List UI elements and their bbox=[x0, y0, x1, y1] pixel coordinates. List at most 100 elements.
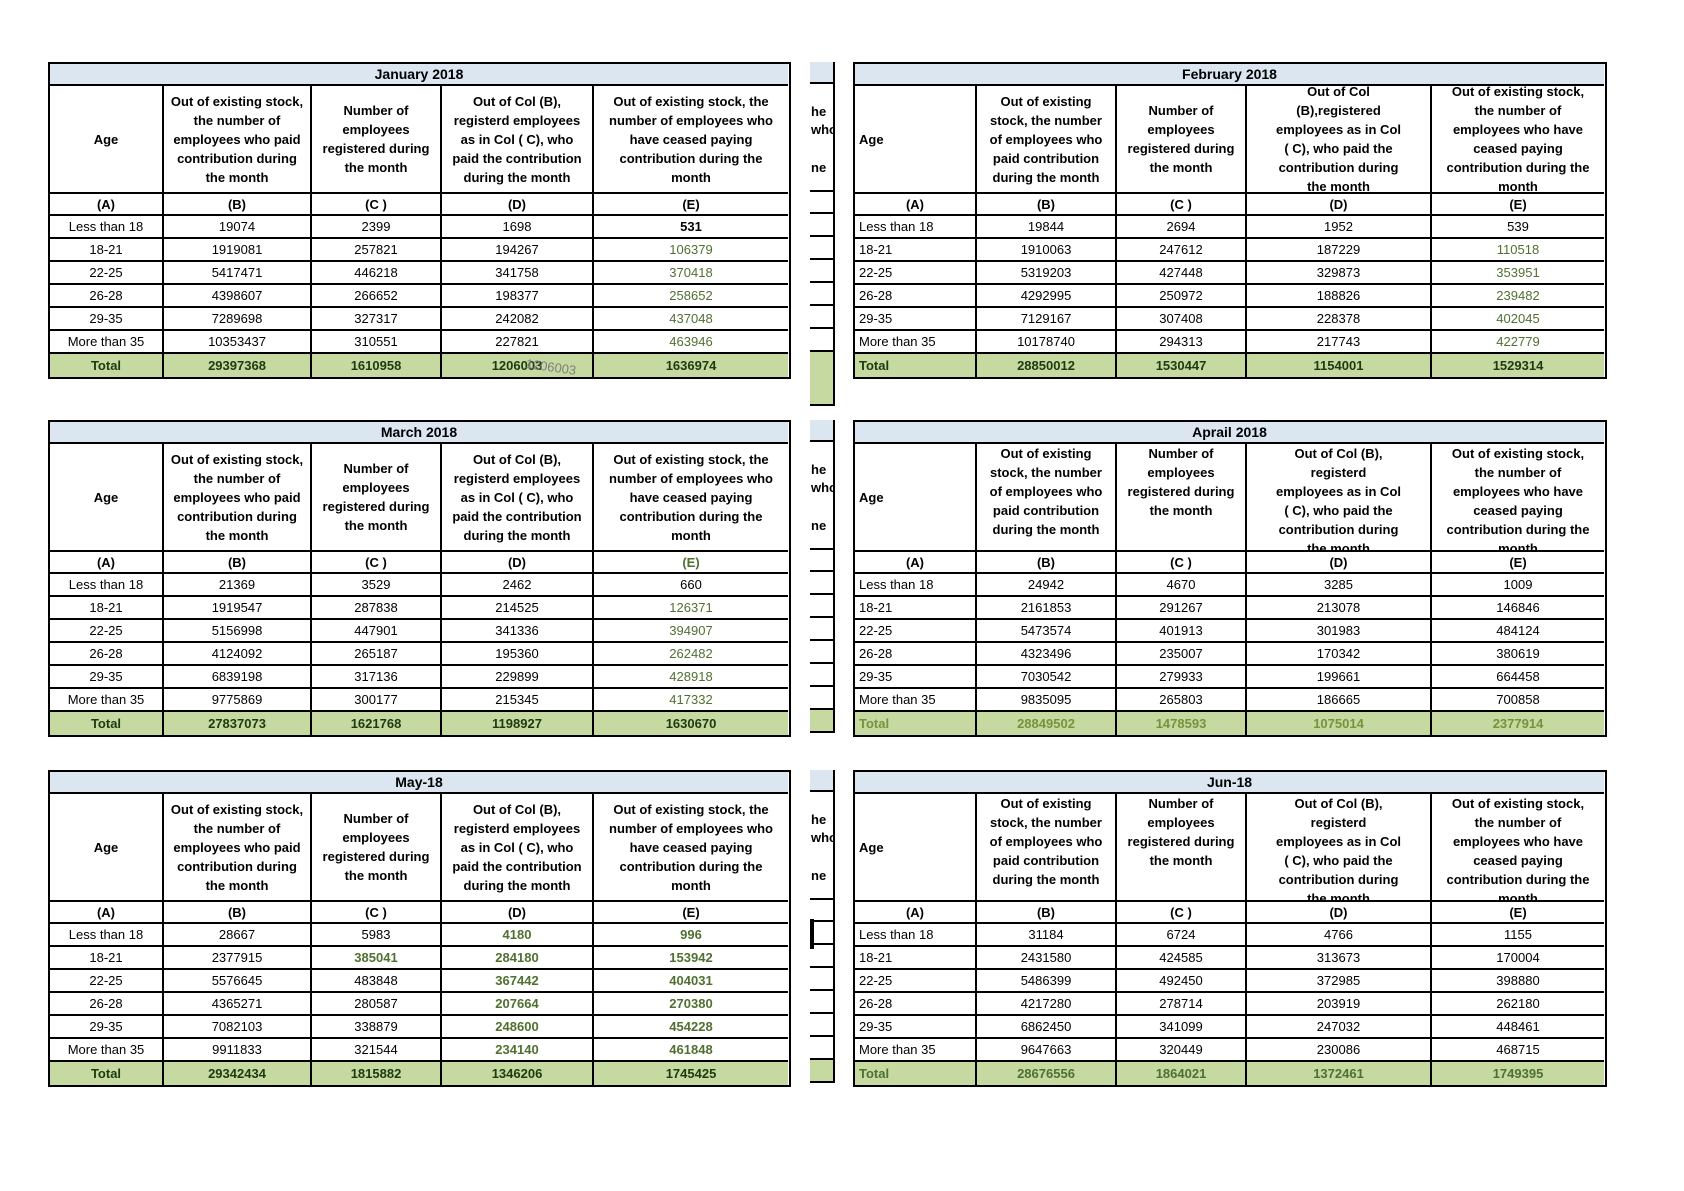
col-letter-C: (C ) bbox=[1117, 902, 1247, 924]
col-letter-B: (B) bbox=[164, 902, 312, 924]
age-label: 22-25 bbox=[855, 620, 977, 643]
value-cell: 353951 bbox=[1432, 262, 1604, 285]
total-value: 1075014 bbox=[1247, 712, 1432, 735]
strip-total-cell bbox=[810, 710, 833, 733]
total-label: Total bbox=[50, 1062, 164, 1085]
value-cell: 228378 bbox=[1247, 308, 1432, 331]
strip-fragment: he who ne bbox=[810, 420, 835, 733]
value-cell: 4217280 bbox=[977, 993, 1117, 1016]
value-cell: 199661 bbox=[1247, 666, 1432, 689]
value-cell: 234140 bbox=[442, 1039, 594, 1062]
header-c-text: Number of employees registered during th… bbox=[1127, 446, 1235, 518]
header-c: Number of employees registered during th… bbox=[312, 444, 442, 552]
value-cell: 539 bbox=[1432, 216, 1604, 239]
header-e-text: Out of existing stock, the number of emp… bbox=[609, 93, 773, 185]
value-cell: 394907 bbox=[594, 620, 788, 643]
value-cell: 4292995 bbox=[977, 285, 1117, 308]
value-cell: 153942 bbox=[594, 947, 788, 970]
value-cell: 380619 bbox=[1432, 643, 1604, 666]
total-value: 1529314 bbox=[1432, 354, 1604, 377]
value-cell: 446218 bbox=[312, 262, 442, 285]
value-cell: 262180 bbox=[1432, 993, 1604, 1016]
strip-text-fragment: who bbox=[811, 830, 833, 845]
value-cell: 186665 bbox=[1247, 689, 1432, 712]
header-b-text: Out of existing stock, the number of emp… bbox=[989, 93, 1103, 185]
value-cell: 3285 bbox=[1247, 574, 1432, 597]
value-cell: 492450 bbox=[1117, 970, 1247, 993]
header-d: Out of Col (B),registered employees as i… bbox=[1247, 86, 1432, 194]
total-value: 2377914 bbox=[1432, 712, 1604, 735]
strip-title-cell bbox=[810, 420, 833, 442]
total-value: 1636974 bbox=[594, 354, 788, 377]
age-label: 29-35 bbox=[855, 666, 977, 689]
table-title: March 2018 bbox=[50, 422, 788, 444]
col-letter-A: (A) bbox=[855, 902, 977, 924]
col-letter-E: (E) bbox=[594, 552, 788, 574]
col-letter-B: (B) bbox=[977, 902, 1117, 924]
table-may-18: May-18 Age Out of existing stock, the numb… bbox=[48, 770, 791, 1087]
age-label: 22-25 bbox=[50, 970, 164, 993]
header-d-text: Out of Col (B), registerd employees as i… bbox=[1276, 796, 1401, 902]
header-d: Out of Col (B), registerd employees as i… bbox=[442, 794, 594, 902]
header-c: Number of employees registered during th… bbox=[312, 86, 442, 194]
header-c-text: Number of employees registered during th… bbox=[322, 811, 430, 883]
value-cell: 194267 bbox=[442, 239, 594, 262]
value-cell: 402045 bbox=[1432, 308, 1604, 331]
value-cell: 6724 bbox=[1117, 924, 1247, 947]
strip-data-cell bbox=[810, 968, 833, 991]
table-title-text: January 2018 bbox=[374, 65, 464, 82]
header-c-text: Number of employees registered during th… bbox=[322, 103, 430, 175]
age-label: 26-28 bbox=[855, 643, 977, 666]
value-cell: 214525 bbox=[442, 597, 594, 620]
value-cell: 213078 bbox=[1247, 597, 1432, 620]
age-label: 22-25 bbox=[50, 620, 164, 643]
col-letter-A: (A) bbox=[50, 902, 164, 924]
total-value: 27837073 bbox=[164, 712, 312, 735]
header-e: Out of existing stock, the number of emp… bbox=[594, 794, 788, 902]
strip-data-cell bbox=[810, 329, 833, 352]
value-cell: 317136 bbox=[312, 666, 442, 689]
border-fragment bbox=[810, 919, 814, 949]
age-label: More than 35 bbox=[50, 331, 164, 354]
value-cell: 195360 bbox=[442, 643, 594, 666]
value-cell: 320449 bbox=[1117, 1039, 1247, 1062]
strip-text-fragment: ne bbox=[811, 160, 827, 175]
value-cell: 4180 bbox=[442, 924, 594, 947]
strip-data-cell bbox=[810, 237, 833, 260]
table-title-text: February 2018 bbox=[1182, 65, 1277, 82]
strip-data-cell bbox=[810, 945, 833, 968]
value-cell: 9835095 bbox=[977, 689, 1117, 712]
value-cell: 198377 bbox=[442, 285, 594, 308]
value-cell: 28667 bbox=[164, 924, 312, 947]
age-label: 18-21 bbox=[855, 947, 977, 970]
total-value: 29342434 bbox=[164, 1062, 312, 1085]
table-title-text: Aprail 2018 bbox=[1192, 423, 1267, 440]
value-cell: 229899 bbox=[442, 666, 594, 689]
value-cell: 398880 bbox=[1432, 970, 1604, 993]
value-cell: 126371 bbox=[594, 597, 788, 620]
strip-data-cell bbox=[810, 618, 833, 641]
col-letter-A: (A) bbox=[855, 552, 977, 574]
value-cell: 5486399 bbox=[977, 970, 1117, 993]
table-title: February 2018 bbox=[855, 64, 1604, 86]
col-letter-B: (B) bbox=[164, 552, 312, 574]
header-d: Out of Col (B), registerd employees as i… bbox=[1247, 794, 1432, 902]
header-e: Out of existing stock, the number of emp… bbox=[594, 86, 788, 194]
header-age: Age bbox=[855, 794, 977, 902]
age-label: More than 35 bbox=[855, 331, 977, 354]
value-cell: 7082103 bbox=[164, 1016, 312, 1039]
value-cell: 1698 bbox=[442, 216, 594, 239]
value-cell: 2694 bbox=[1117, 216, 1247, 239]
value-cell: 247032 bbox=[1247, 1016, 1432, 1039]
value-cell: 24942 bbox=[977, 574, 1117, 597]
age-label: 18-21 bbox=[855, 239, 977, 262]
age-label: 22-25 bbox=[855, 970, 977, 993]
age-label: Less than 18 bbox=[855, 216, 977, 239]
value-cell: 4323496 bbox=[977, 643, 1117, 666]
col-letter-C: (C ) bbox=[1117, 194, 1247, 216]
value-cell: 250972 bbox=[1117, 285, 1247, 308]
value-cell: 417332 bbox=[594, 689, 788, 712]
col-letter-D: (D) bbox=[442, 902, 594, 924]
value-cell: 266652 bbox=[312, 285, 442, 308]
value-cell: 170004 bbox=[1432, 947, 1604, 970]
